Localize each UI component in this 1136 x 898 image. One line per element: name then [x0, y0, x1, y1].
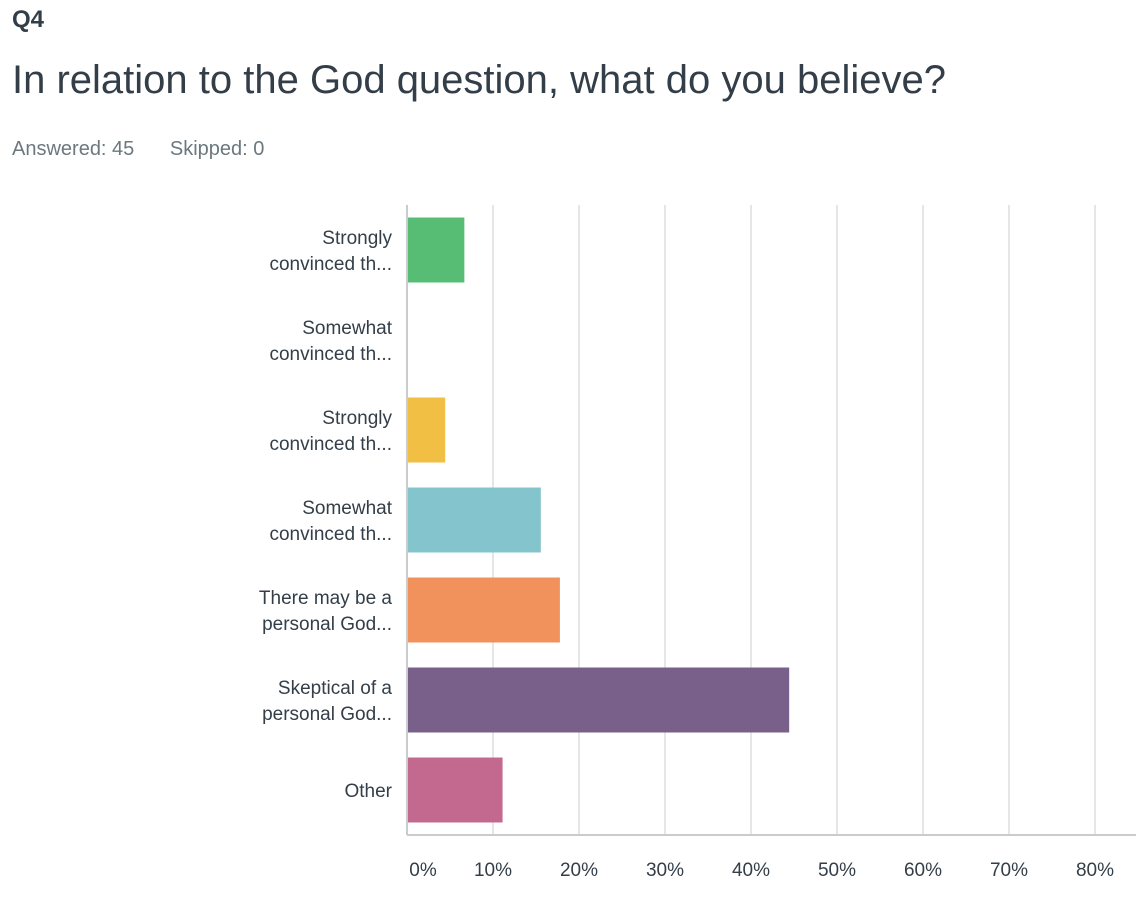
category-label: Strongly [322, 228, 392, 249]
category-label: convinced th... [269, 524, 392, 545]
question-title: In relation to the God question, what do… [12, 58, 946, 102]
category-label: convinced th... [269, 254, 392, 275]
x-tick-label: 10% [474, 860, 512, 881]
category-label: Somewhat [302, 498, 392, 519]
response-stats: Answered: 45 Skipped: 0 [12, 138, 264, 161]
bars [407, 217, 790, 823]
category-label: Strongly [322, 408, 392, 429]
tick-labels: 0% 10% 20% 30% 40% 50% 60% 70% 80% [409, 860, 1114, 881]
category-label: Skeptical of a [278, 678, 392, 699]
category-label: Other [344, 781, 392, 802]
category-labels: Strongly convinced th... Somewhat convinced… [259, 228, 393, 802]
x-tick-label: 70% [990, 860, 1028, 881]
x-tick-label: 0% [409, 860, 437, 881]
category-label: personal God... [262, 614, 392, 635]
x-tick-label: 30% [646, 860, 684, 881]
x-tick-label: 80% [1076, 860, 1114, 881]
answered-count: Answered: 45 [12, 138, 135, 160]
category-label: Somewhat [302, 318, 392, 339]
bar-5[interactable] [407, 577, 560, 643]
category-label: convinced th... [269, 344, 392, 365]
bar-1[interactable] [407, 217, 465, 283]
category-label: personal God... [262, 704, 392, 725]
question-number: Q4 [12, 6, 45, 33]
bar-7[interactable] [407, 757, 503, 823]
x-tick-label: 50% [818, 860, 856, 881]
category-label: There may be a [259, 588, 392, 609]
bar-4[interactable] [407, 487, 541, 553]
bar-3[interactable] [407, 397, 446, 463]
grid-lines [492, 205, 1096, 835]
bar-6[interactable] [407, 667, 790, 733]
axes [406, 205, 1136, 836]
x-tick-label: 40% [732, 860, 770, 881]
x-tick-label: 20% [560, 860, 598, 881]
category-label: convinced th... [269, 434, 392, 455]
x-tick-label: 60% [904, 860, 942, 881]
skipped-count: Skipped: 0 [169, 138, 265, 160]
